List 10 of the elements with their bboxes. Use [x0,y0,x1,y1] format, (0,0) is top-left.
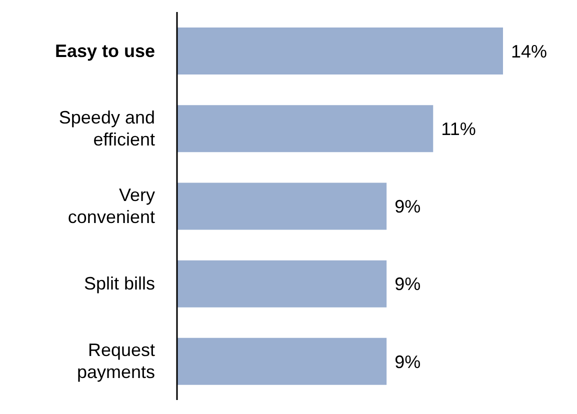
data-label: 9% [394,274,421,294]
data-label: 9% [394,196,421,217]
data-label: 11% [441,119,476,140]
y-tick-label: Split bills [84,274,155,294]
data-label: 14% [511,41,548,62]
data-label: 9% [394,352,421,372]
y-tick-label: Request payments [76,340,155,382]
y-tick-label: Very convenient [68,185,155,227]
y-tick-label: Speedy and efficient [58,107,155,150]
y-tick-label: Easy to use [54,40,155,61]
